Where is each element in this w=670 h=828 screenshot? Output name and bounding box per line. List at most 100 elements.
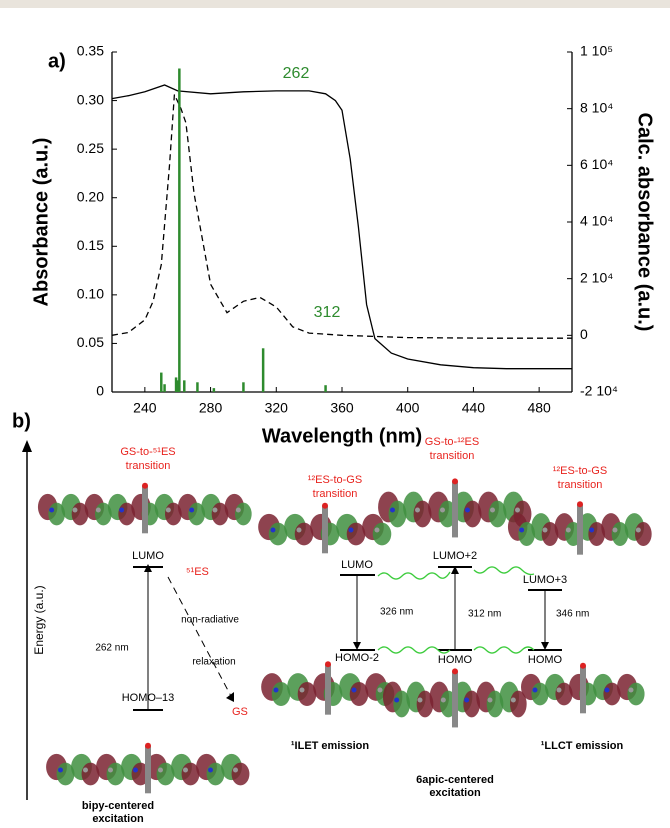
metal-center (145, 745, 151, 794)
y2-tick-label: 6 10⁴ (580, 156, 613, 172)
y-tick-label: 0.30 (77, 91, 104, 107)
orbital-lobe (388, 500, 407, 528)
atom (233, 767, 238, 773)
molecule (46, 742, 250, 794)
molecule (261, 661, 395, 715)
x-tick-label: 320 (265, 400, 289, 416)
atom (542, 527, 548, 533)
atom (165, 507, 171, 513)
atom (440, 697, 446, 703)
wavy-arrows (377, 566, 535, 654)
atom (487, 697, 493, 703)
y-tick-label: 0.05 (77, 334, 104, 350)
atom (108, 767, 113, 773)
arrowheads (144, 564, 549, 702)
atom (322, 502, 328, 509)
y2-axis-title: Calc. absorbance (a.u.) (634, 113, 656, 332)
level-label: LUMO+2 (433, 550, 477, 562)
header: ¹²ES-to-GS transition (308, 474, 362, 500)
y2-tick-label: 0 (580, 326, 588, 342)
atom (577, 501, 583, 508)
x-tick-label: 240 (133, 400, 157, 416)
energy-label: Energy (a.u.) (32, 585, 46, 654)
atom (83, 767, 88, 773)
orbital-lobe (463, 500, 482, 528)
atom (515, 507, 520, 513)
relaxation-arrow (167, 576, 233, 699)
atom (296, 527, 302, 533)
calc-line (111, 94, 572, 339)
atom (417, 697, 423, 703)
y-tick-label: 0.25 (77, 140, 104, 156)
arrowhead (144, 564, 152, 572)
atom (604, 687, 610, 693)
atom (452, 668, 458, 675)
orbital-lobe (635, 522, 652, 546)
x-tick-label: 360 (330, 400, 354, 416)
orbital-lobe (416, 690, 434, 718)
atom (628, 687, 634, 693)
orbital-lobe (486, 690, 504, 718)
metal-center (452, 671, 458, 728)
orbital-lobe (372, 522, 392, 546)
molecule (258, 502, 392, 554)
orbital-lobe (627, 682, 645, 706)
y-tick-label: 0.15 (77, 237, 104, 253)
y2-tick-label: 1 10⁵ (580, 43, 613, 59)
atom (133, 767, 138, 773)
atom (374, 527, 380, 533)
transition-label: 262 nm (95, 643, 128, 654)
atom (119, 507, 125, 513)
atom (95, 507, 101, 513)
atom (490, 507, 495, 513)
molecule (521, 662, 645, 714)
caption: 6apic-centered excitation (416, 774, 494, 799)
metal-center (322, 505, 328, 554)
arrowhead (353, 642, 361, 650)
molecule (507, 501, 652, 555)
transition-label: 346 nm (556, 609, 589, 620)
atom (394, 697, 400, 703)
state-label: GS (232, 706, 248, 718)
y-tick-label: 0.35 (77, 43, 104, 59)
arrowhead (226, 692, 234, 702)
y2-tick-label: 8 10⁴ (580, 99, 613, 115)
caption: ¹LLCT emission (541, 740, 624, 752)
metal-center (452, 481, 458, 538)
orbital-lobe (463, 690, 480, 718)
y-tick-label: 0 (96, 383, 104, 399)
atom (510, 697, 516, 703)
metal-center (142, 485, 148, 534)
arrowhead (451, 566, 459, 574)
header: GS-to-⁵¹ES transition (120, 446, 175, 472)
atom (270, 527, 276, 533)
x-tick-label: 280 (199, 400, 223, 416)
atom (299, 687, 305, 693)
orbital-lobe (231, 762, 250, 786)
metal-center (577, 504, 583, 555)
process-label: relaxation (192, 657, 235, 668)
transition-label: 312 nm (468, 609, 501, 620)
level-label: HOMO (528, 654, 563, 666)
atom (377, 687, 383, 693)
caption: bipy-centered excitation (82, 800, 154, 825)
y-tick-label: 0.10 (77, 286, 104, 302)
atom (235, 507, 241, 513)
atom (158, 767, 163, 773)
atom (390, 507, 395, 513)
level-label: LUMO (132, 550, 164, 562)
atom (556, 687, 562, 693)
wavy-arrow (377, 571, 451, 580)
molecule (37, 482, 252, 534)
y-tick-label: 0.20 (77, 188, 104, 204)
atom (532, 687, 538, 693)
atom (49, 507, 55, 513)
atom (273, 687, 279, 693)
x-axis-title: Wavelength (nm) (262, 425, 422, 447)
level-label: LUMO (341, 559, 373, 571)
x-tick-label: 440 (462, 400, 486, 416)
panel-label: b) (12, 410, 31, 432)
wavy-arrow (377, 646, 451, 654)
exp-line (111, 84, 572, 370)
